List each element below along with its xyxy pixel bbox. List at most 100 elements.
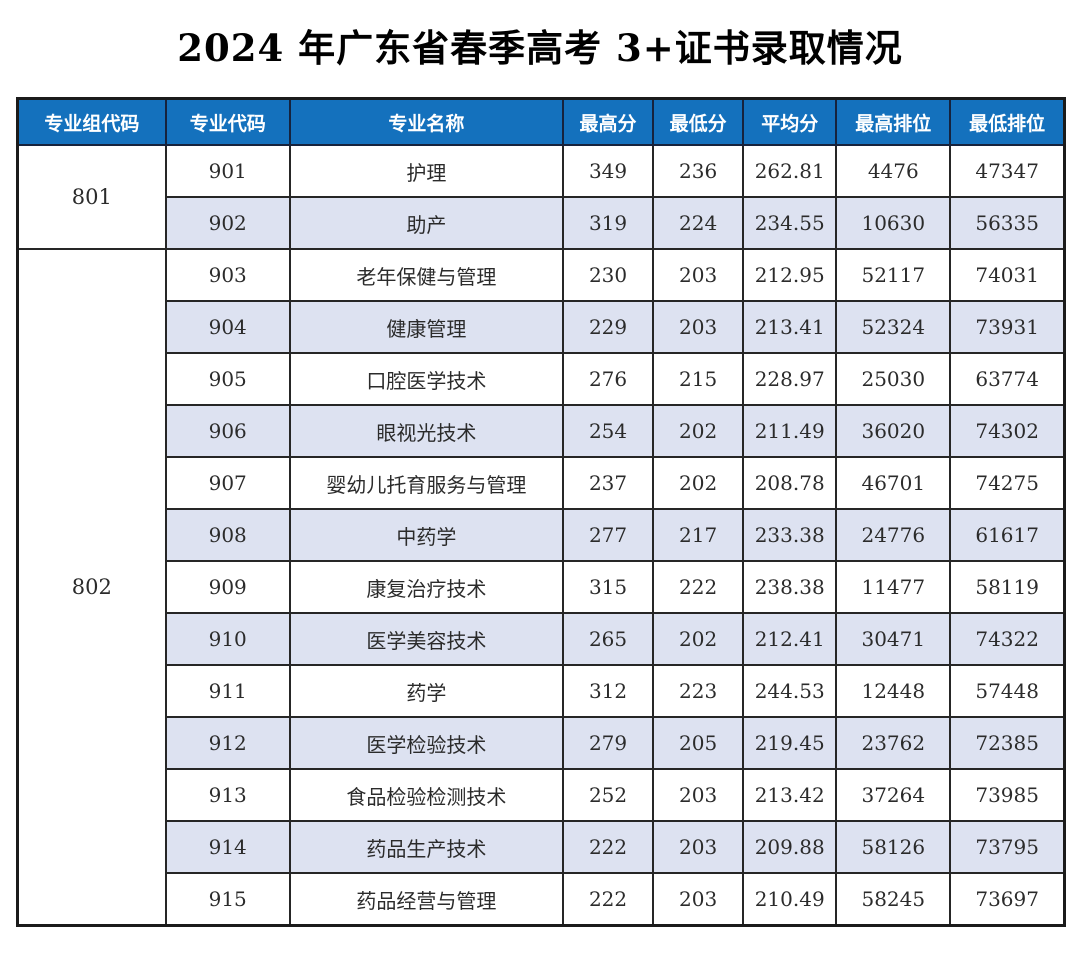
min-rank-cell: 74275 xyxy=(949,456,1066,510)
avg-score-cell: 209.88 xyxy=(742,820,838,874)
header-min-rank: 最低排位 xyxy=(949,97,1066,146)
avg-score-cell: 234.55 xyxy=(742,196,838,250)
table-row: 907 婴幼儿托育服务与管理 237 202 208.78 46701 74275 xyxy=(18,456,1066,510)
min-rank-cell: 73697 xyxy=(949,872,1066,927)
major-code-cell: 914 xyxy=(164,820,291,874)
min-rank-cell: 57448 xyxy=(949,664,1066,718)
max-score-cell: 315 xyxy=(561,560,655,614)
min-score-cell: 202 xyxy=(652,456,745,510)
max-rank-cell: 11477 xyxy=(835,560,952,614)
admission-score-table: 专业组代码 专业代码 专业名称 最高分 最低分 平均分 最高排位 最低排位 80… xyxy=(16,97,1066,927)
min-rank-cell: 73795 xyxy=(949,820,1066,874)
min-score-cell: 222 xyxy=(652,560,745,614)
min-score-cell: 203 xyxy=(652,768,745,822)
avg-score-cell: 212.95 xyxy=(742,248,838,302)
max-score-cell: 237 xyxy=(561,456,655,510)
min-score-cell: 202 xyxy=(652,404,745,458)
major-code-cell: 913 xyxy=(164,768,291,822)
max-score-cell: 229 xyxy=(561,300,655,354)
avg-score-cell: 210.49 xyxy=(742,872,838,927)
min-score-cell: 205 xyxy=(652,716,745,770)
major-name-cell: 医学美容技术 xyxy=(288,612,565,666)
min-score-cell: 203 xyxy=(652,248,745,302)
header-max-rank: 最高排位 xyxy=(835,97,952,146)
major-name-cell: 口腔医学技术 xyxy=(288,352,565,406)
max-rank-cell: 52324 xyxy=(835,300,952,354)
major-name-cell: 康复治疗技术 xyxy=(288,560,565,614)
major-name-cell: 护理 xyxy=(288,144,565,198)
table-row: 912 医学检验技术 279 205 219.45 23762 72385 xyxy=(18,716,1066,770)
table-row: 904 健康管理 229 203 213.41 52324 73931 xyxy=(18,300,1066,354)
max-rank-cell: 24776 xyxy=(835,508,952,562)
min-score-cell: 223 xyxy=(652,664,745,718)
table-row: 908 中药学 277 217 233.38 24776 61617 xyxy=(18,508,1066,562)
max-rank-cell: 36020 xyxy=(835,404,952,458)
min-rank-cell: 73931 xyxy=(949,300,1066,354)
major-code-cell: 908 xyxy=(164,508,291,562)
min-score-cell: 236 xyxy=(652,144,745,198)
major-code-cell: 911 xyxy=(164,664,291,718)
max-score-cell: 319 xyxy=(561,196,655,250)
max-rank-cell: 10630 xyxy=(835,196,952,250)
max-score-cell: 279 xyxy=(561,716,655,770)
major-name-cell: 药学 xyxy=(288,664,565,718)
table-row: 913 食品检验检测技术 252 203 213.42 37264 73985 xyxy=(18,768,1066,822)
table-row: 915 药品经营与管理 222 203 210.49 58245 73697 xyxy=(18,872,1066,927)
avg-score-cell: 213.41 xyxy=(742,300,838,354)
major-name-cell: 药品生产技术 xyxy=(288,820,565,874)
min-rank-cell: 74302 xyxy=(949,404,1066,458)
max-rank-cell: 46701 xyxy=(835,456,952,510)
min-rank-cell: 47347 xyxy=(949,144,1066,198)
max-rank-cell: 58126 xyxy=(835,820,952,874)
avg-score-cell: 212.41 xyxy=(742,612,838,666)
max-score-cell: 349 xyxy=(561,144,655,198)
min-rank-cell: 74322 xyxy=(949,612,1066,666)
major-code-cell: 912 xyxy=(164,716,291,770)
major-name-cell: 药品经营与管理 xyxy=(288,872,565,927)
major-name-cell: 婴幼儿托育服务与管理 xyxy=(288,456,565,510)
major-code-cell: 909 xyxy=(164,560,291,614)
avg-score-cell: 208.78 xyxy=(742,456,838,510)
table-row: 906 眼视光技术 254 202 211.49 36020 74302 xyxy=(18,404,1066,458)
max-score-cell: 254 xyxy=(561,404,655,458)
major-name-cell: 眼视光技术 xyxy=(288,404,565,458)
avg-score-cell: 211.49 xyxy=(742,404,838,458)
header-avg-score: 平均分 xyxy=(742,97,838,146)
min-score-cell: 217 xyxy=(652,508,745,562)
avg-score-cell: 228.97 xyxy=(742,352,838,406)
header-max-score: 最高分 xyxy=(561,97,655,146)
header-group-code: 专业组代码 xyxy=(16,97,167,146)
group-code-cell: 801 xyxy=(16,144,167,250)
table-row: 902 助产 319 224 234.55 10630 56335 xyxy=(18,196,1066,250)
avg-score-cell: 233.38 xyxy=(742,508,838,562)
major-name-cell: 食品检验检测技术 xyxy=(288,768,565,822)
major-code-cell: 915 xyxy=(164,872,291,927)
table-header: 专业组代码 专业代码 专业名称 最高分 最低分 平均分 最高排位 最低排位 xyxy=(16,97,1066,146)
major-name-cell: 健康管理 xyxy=(288,300,565,354)
major-code-cell: 906 xyxy=(164,404,291,458)
min-score-cell: 203 xyxy=(652,872,745,927)
max-rank-cell: 12448 xyxy=(835,664,952,718)
major-code-cell: 907 xyxy=(164,456,291,510)
max-rank-cell: 52117 xyxy=(835,248,952,302)
max-rank-cell: 58245 xyxy=(835,872,952,927)
min-rank-cell: 72385 xyxy=(949,716,1066,770)
min-rank-cell: 58119 xyxy=(949,560,1066,614)
min-score-cell: 202 xyxy=(652,612,745,666)
header-major-name: 专业名称 xyxy=(288,97,565,146)
table-row: 802 903 老年保健与管理 230 203 212.95 52117 74031 xyxy=(16,248,1066,927)
min-score-cell: 203 xyxy=(652,300,745,354)
max-score-cell: 252 xyxy=(561,768,655,822)
min-rank-cell: 63774 xyxy=(949,352,1066,406)
table-row: 910 医学美容技术 265 202 212.41 30471 74322 xyxy=(18,612,1066,666)
min-rank-cell: 73985 xyxy=(949,768,1066,822)
max-rank-cell: 23762 xyxy=(835,716,952,770)
min-rank-cell: 56335 xyxy=(949,196,1066,250)
major-code-cell: 904 xyxy=(164,300,291,354)
max-score-cell: 276 xyxy=(561,352,655,406)
max-rank-cell: 25030 xyxy=(835,352,952,406)
major-code-cell: 902 xyxy=(164,196,291,250)
major-code-cell: 901 xyxy=(164,144,291,198)
max-rank-cell: 30471 xyxy=(835,612,952,666)
